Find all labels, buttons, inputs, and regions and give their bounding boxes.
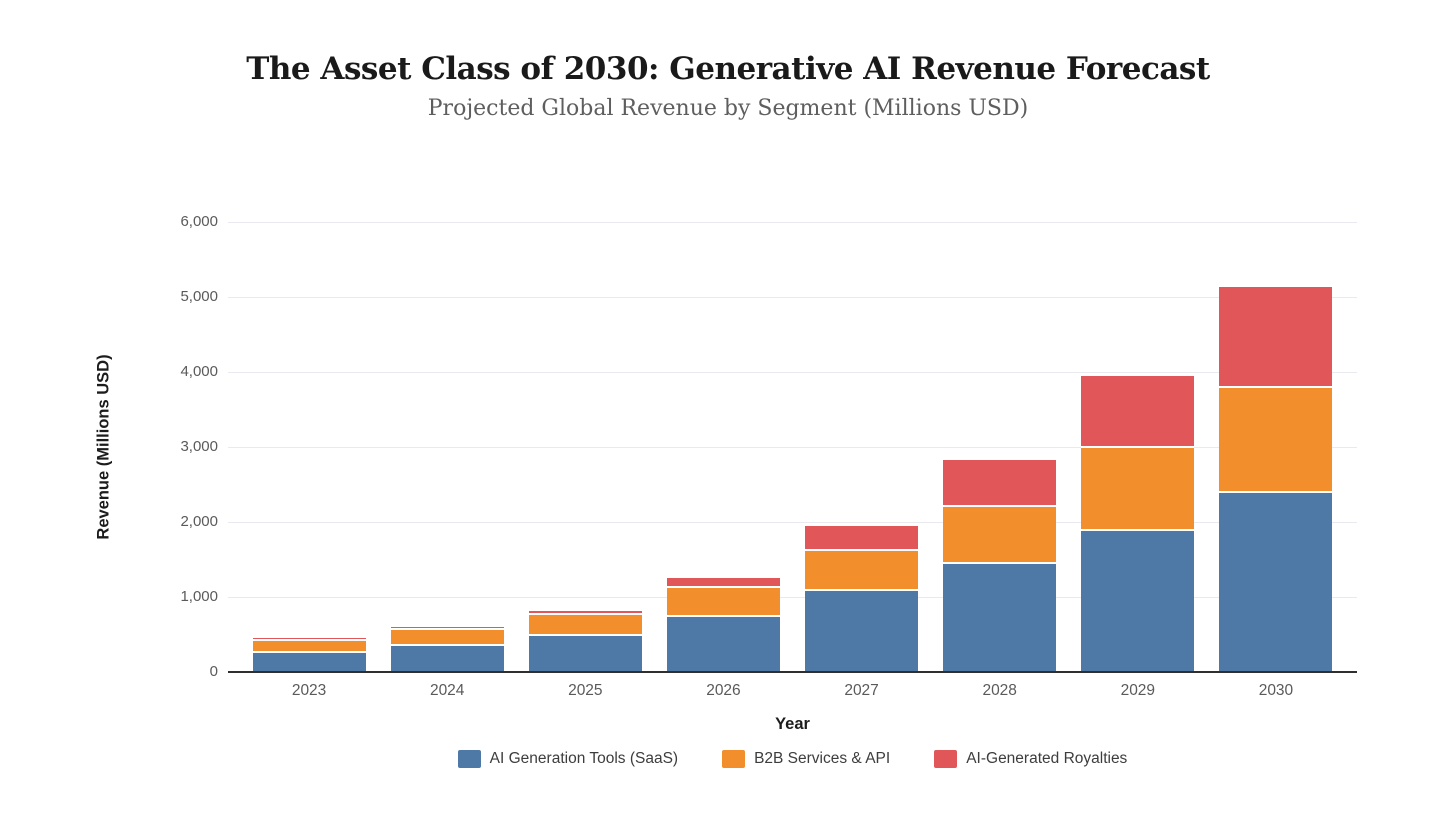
legend: AI Generation Tools (SaaS) B2B Services &… — [228, 750, 1357, 768]
x-tick-label-2025: 2025 — [568, 682, 603, 699]
segment-divider — [1219, 491, 1333, 493]
legend-item-1[interactable]: B2B Services & API — [722, 750, 890, 768]
bar-segment-2030-series-2[interactable] — [1219, 286, 1333, 387]
bar-segment-2029-series-2[interactable] — [1081, 375, 1195, 447]
gridline-1000 — [228, 596, 1357, 598]
chart-subtitle: Projected Global Revenue by Segment (Mil… — [427, 96, 1029, 121]
x-tick-label-2026: 2026 — [706, 682, 741, 699]
bar-segment-2029-series-1[interactable] — [1081, 447, 1195, 530]
segment-divider — [666, 614, 780, 617]
gridline-3000 — [228, 446, 1357, 448]
legend-item-0[interactable]: AI Generation Tools (SaaS) — [457, 750, 679, 768]
segment-divider — [805, 589, 919, 592]
bar-segment-2024-series-2[interactable] — [390, 627, 504, 630]
segment-divider — [943, 562, 1057, 565]
bar-segment-2023-series-1[interactable] — [252, 639, 366, 652]
bar-segment-2024-series-0[interactable] — [390, 645, 504, 672]
legend-label: AI Generation Tools (SaaS) — [489, 750, 679, 767]
segment-divider — [390, 628, 504, 631]
bar-segment-2028-series-2[interactable] — [943, 459, 1057, 506]
bar-segment-2027-series-0[interactable] — [805, 590, 919, 672]
bar-segment-2023-series-0[interactable] — [252, 651, 366, 672]
segment-divider — [943, 504, 1057, 507]
bar-segment-2026-series-0[interactable] — [666, 615, 780, 672]
legend-swatch-icon — [722, 750, 746, 768]
segment-divider — [528, 634, 642, 637]
x-tick-label-2030: 2030 — [1258, 682, 1294, 699]
legend-label: AI-Generated Royalties — [966, 750, 1128, 767]
gridline-6000 — [228, 221, 1357, 223]
x-axis-baseline — [228, 671, 1357, 673]
y-tick-label: 0 — [209, 663, 218, 680]
bar-segment-2028-series-0[interactable] — [943, 563, 1057, 672]
y-tick-label: 6,000 — [180, 213, 218, 230]
chart-title: The Asset Class of 2030: Generative AI R… — [246, 51, 1210, 87]
bar-segment-2026-series-1[interactable] — [666, 587, 780, 616]
y-tick-label: 1,000 — [180, 588, 218, 605]
bar-segment-2024-series-1[interactable] — [390, 629, 504, 645]
bar-segment-2025-series-2[interactable] — [528, 610, 642, 615]
segment-divider — [252, 650, 366, 653]
bar-segment-2028-series-1[interactable] — [943, 505, 1057, 564]
segment-divider — [666, 586, 780, 589]
bar-segment-2025-series-0[interactable] — [528, 635, 642, 672]
bar-segment-2030-series-1[interactable] — [1219, 387, 1333, 492]
segment-divider — [528, 613, 642, 616]
bar-segment-2027-series-2[interactable] — [805, 525, 919, 550]
x-tick-label-2024: 2024 — [429, 682, 465, 699]
segment-divider — [1219, 386, 1333, 388]
bar-segment-2029-series-0[interactable] — [1081, 529, 1195, 672]
x-tick-label-2027: 2027 — [844, 682, 879, 699]
x-axis-title: Year — [775, 715, 810, 733]
legend-item-2[interactable]: AI-Generated Royalties — [934, 750, 1127, 768]
legend-swatch-icon — [934, 750, 958, 768]
y-tick-label: 3,000 — [180, 438, 218, 455]
gridline-4000 — [228, 371, 1357, 373]
gridline-2000 — [228, 521, 1357, 523]
segment-divider — [805, 548, 919, 551]
legend-swatch-icon — [457, 750, 481, 768]
bar-segment-2030-series-0[interactable] — [1219, 492, 1333, 672]
segment-divider — [252, 638, 366, 641]
legend-label: B2B Services & API — [754, 750, 891, 767]
segment-divider — [390, 644, 504, 646]
x-tick-label-2029: 2029 — [1120, 682, 1156, 699]
bar-segment-2026-series-2[interactable] — [666, 578, 780, 588]
bar-segment-2027-series-1[interactable] — [805, 549, 919, 591]
x-tick-label-2023: 2023 — [291, 682, 327, 699]
x-tick-label-2028: 2028 — [982, 682, 1017, 699]
gridline-5000 — [228, 296, 1357, 298]
segment-divider — [1081, 528, 1195, 531]
plot-area — [228, 221, 1357, 673]
y-tick-label: 5,000 — [180, 288, 218, 305]
y-tick-label: 4,000 — [180, 363, 218, 380]
y-tick-label: 2,000 — [180, 513, 218, 530]
bar-segment-2025-series-1[interactable] — [528, 614, 642, 636]
segment-divider — [1081, 446, 1195, 448]
